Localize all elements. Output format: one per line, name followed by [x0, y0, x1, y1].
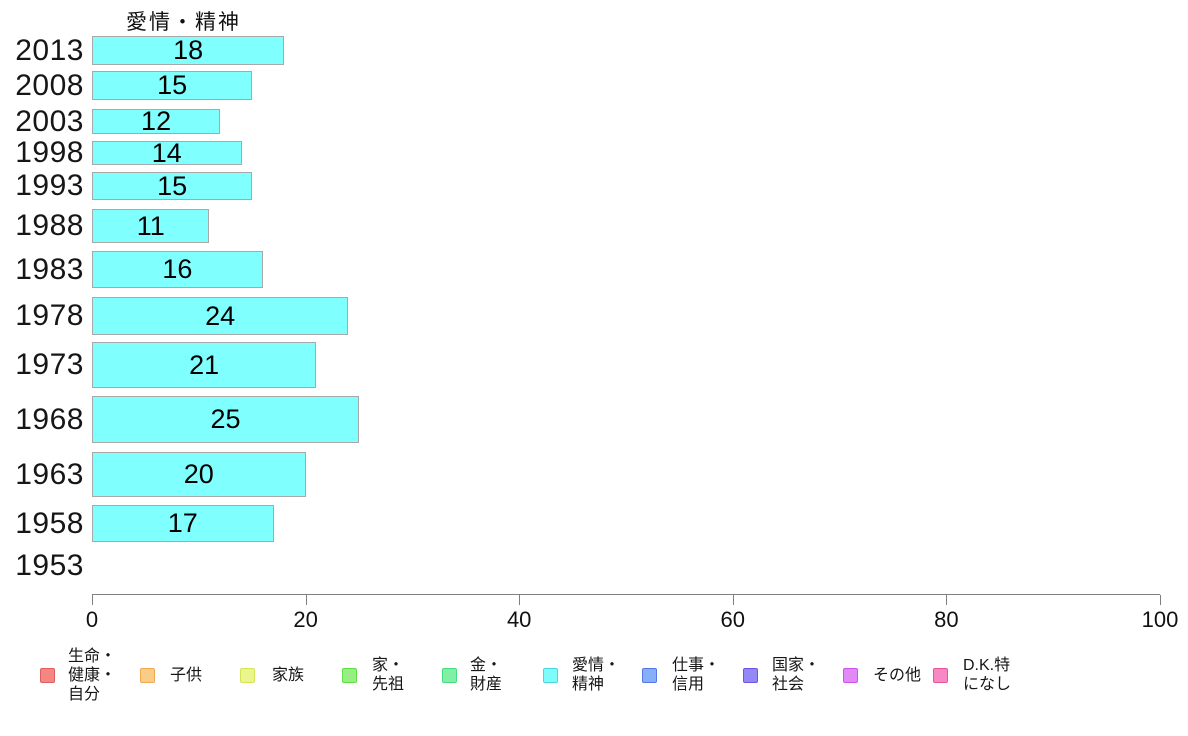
legend-label-9: その他 [873, 666, 922, 684]
x-tick-label-0: 0 [85, 607, 99, 632]
legend-label-7: 仕事・ 信用 [672, 657, 721, 693]
legend-label-6: 愛情・ 精神 [572, 657, 621, 693]
bar-1978: 24 [92, 297, 349, 335]
legend-swatch-3 [240, 667, 255, 683]
bar-value-label: 11 [136, 210, 165, 241]
x-tick-mark-80 [946, 595, 948, 605]
bar-value-label: 20 [183, 459, 214, 489]
legend-swatch-9 [843, 667, 858, 683]
bar-1993: 15 [92, 170, 253, 201]
legend-swatch-8 [743, 667, 758, 683]
x-tick-mark-20 [305, 595, 307, 605]
legend-label-2: 子供 [170, 666, 203, 684]
x-tick-mark-0 [92, 595, 93, 605]
legend-swatch-1 [40, 667, 55, 683]
bar-1998: 14 [92, 138, 242, 168]
bar-value-label: 17 [167, 508, 198, 538]
legend-label-3: 家族 [272, 666, 305, 684]
x-tick-mark-60 [732, 595, 734, 605]
legend-swatch-6 [543, 667, 558, 683]
year-label-2013: 2013 [15, 33, 84, 67]
year-label-1978: 1978 [15, 299, 84, 332]
bar-1963: 20 [92, 452, 306, 497]
chart-title: 愛情・精神 [126, 11, 241, 34]
bar-value-label: 14 [151, 137, 182, 168]
bar-value-label: 24 [205, 300, 236, 331]
bar-value-label: 12 [141, 106, 172, 136]
year-label-2003: 2003 [15, 104, 84, 138]
year-label-1998: 1998 [15, 136, 84, 169]
year-label-1993: 1993 [15, 169, 84, 202]
legend-swatch-4 [342, 667, 357, 683]
bar-1958: 17 [92, 505, 274, 542]
bar-value-label: 16 [162, 254, 193, 284]
bar-value-label: 18 [173, 35, 204, 65]
year-label-1988: 1988 [15, 209, 84, 242]
legend-label-10: D.K.特 になし [963, 657, 1012, 693]
legend-swatch-10 [933, 667, 948, 683]
legend-label-1: 生命・ 健康・ 自分 [68, 647, 117, 703]
bar-2013: 18 [92, 35, 285, 65]
year-label-1958: 1958 [15, 506, 84, 540]
legend-swatch-5 [442, 667, 457, 683]
legend-label-5: 金・ 財産 [470, 657, 503, 693]
bar-1983: 16 [92, 251, 263, 288]
bar-2008: 15 [92, 70, 253, 100]
bar-value-label: 25 [210, 404, 241, 434]
legend-swatch-7 [642, 667, 657, 683]
x-tick-label-40: 40 [506, 607, 532, 632]
legend-label-4: 家・ 先祖 [372, 657, 405, 693]
bar-1988: 11 [92, 209, 210, 243]
year-label-1953: 1953 [15, 549, 84, 582]
x-tick-label-100: 100 [1141, 607, 1179, 632]
bar-value-label: 15 [157, 70, 188, 100]
year-label-1968: 1968 [15, 402, 84, 436]
bar-1968: 25 [92, 396, 359, 443]
bar-value-label: 15 [157, 170, 188, 201]
year-label-1963: 1963 [15, 457, 84, 491]
bar-2003: 12 [92, 106, 221, 136]
year-label-1983: 1983 [15, 252, 84, 286]
x-tick-mark-40 [519, 595, 521, 605]
legend-label-8: 国家・ 社会 [772, 657, 821, 693]
bar-1973: 21 [92, 342, 317, 388]
year-label-2008: 2008 [15, 68, 84, 102]
legend-swatch-2 [140, 667, 155, 683]
x-tick-mark-100 [1160, 595, 1161, 605]
bar-value-label: 21 [189, 349, 220, 380]
year-label-1973: 1973 [15, 348, 84, 381]
x-tick-label-80: 80 [934, 607, 959, 632]
x-tick-label-20: 20 [293, 607, 318, 632]
x-axis-line [92, 594, 1160, 595]
x-tick-label-60: 60 [720, 607, 746, 632]
